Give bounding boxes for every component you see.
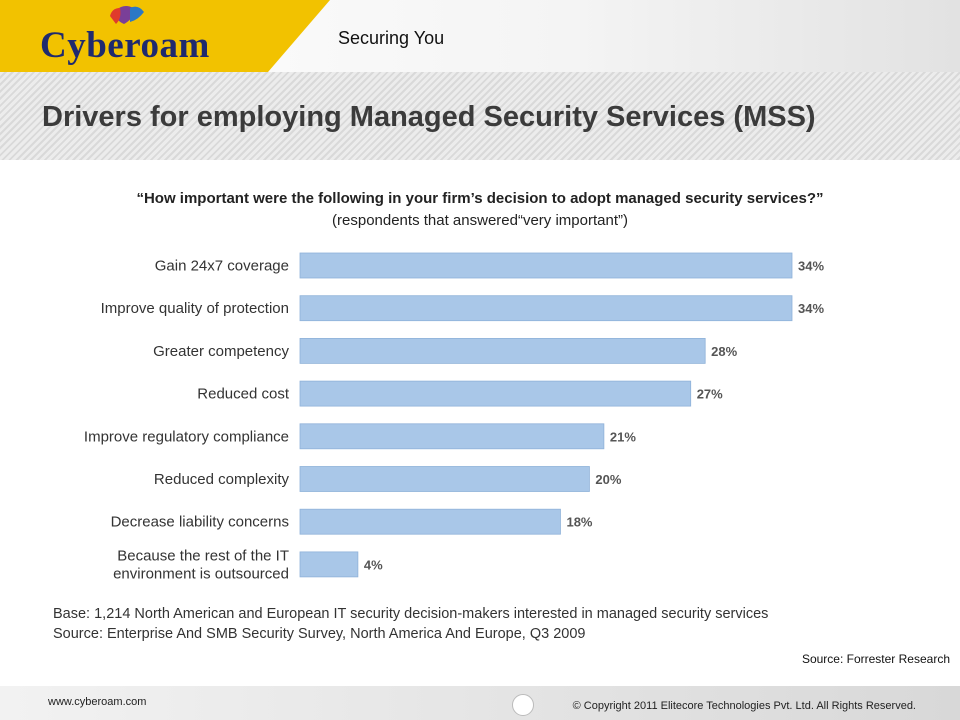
bar-5: [299, 466, 590, 492]
category-label-6: Decrease liability concerns: [111, 514, 289, 531]
bar-chart: 34% Gain 24x7 coverage 34% Improve quality …: [84, 252, 824, 582]
logo-wordmark: Cyberoam: [40, 25, 210, 66]
chart-title: “How important were the following in you…: [136, 190, 824, 207]
category-label-0: Gain 24x7 coverage: [155, 258, 289, 275]
chart-subtitle: (respondents that answered“very importan…: [332, 212, 628, 229]
category-label-7: Because the rest of the IT environment is…: [113, 547, 289, 582]
category-label-1: Improve quality of protection: [101, 300, 289, 317]
value-label-4: 21%: [610, 429, 636, 444]
base-note: Base: 1,214 North American and European …: [53, 606, 769, 622]
category-label-5: Reduced complexity: [154, 471, 290, 488]
bar-0: [299, 252, 793, 279]
value-label-1: 34%: [798, 301, 824, 316]
value-label-3: 27%: [697, 387, 723, 402]
logo-background-shape: [0, 0, 330, 72]
bar-2: [299, 338, 706, 364]
bar-7: [299, 551, 359, 578]
bar-4: [299, 423, 605, 450]
footer-copyright: © Copyright 2011 Elitecore Technologies …: [572, 700, 916, 712]
tagline: Securing You: [338, 28, 445, 48]
footer-url[interactable]: www.cyberoam.com: [48, 696, 147, 708]
bar-3: [299, 380, 692, 407]
bar-6: [299, 508, 561, 535]
value-label-0: 34%: [798, 259, 824, 274]
survey-source-note: Source: Enterprise And SMB Security Surv…: [53, 626, 586, 642]
value-label-2: 28%: [711, 344, 737, 359]
header-bar: Cyberoam Securing You: [0, 0, 960, 72]
slide-title: Drivers for employing Managed Security S…: [42, 101, 816, 133]
category-label-2: Greater competency: [153, 343, 289, 360]
footer-bar: [0, 686, 960, 720]
value-label-5: 20%: [595, 472, 621, 487]
value-label-7: 4%: [364, 557, 383, 572]
bar-1: [299, 295, 793, 322]
logo: Cyberoam: [0, 0, 330, 72]
value-label-6: 18%: [566, 515, 592, 530]
copyright-icon: [512, 694, 534, 716]
title-band: [0, 72, 960, 160]
category-label-3: Reduced cost: [197, 386, 290, 403]
category-label-4: Improve regulatory compliance: [84, 428, 289, 445]
source-credit: Source: Forrester Research: [801, 652, 950, 666]
